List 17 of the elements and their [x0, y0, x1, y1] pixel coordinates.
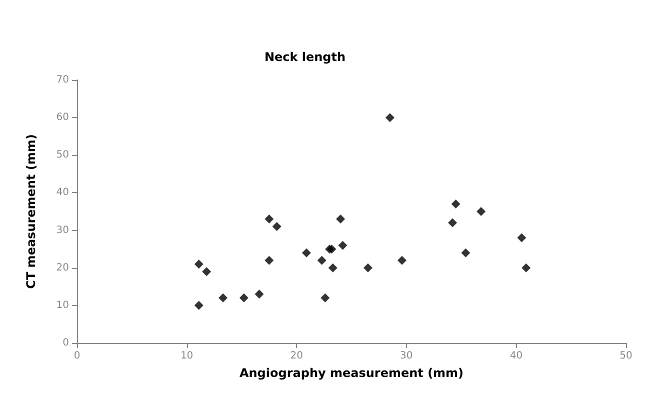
x-tick-label: 20 [290, 350, 303, 362]
y-tick-label: 30 [56, 224, 69, 236]
x-tick-label: 30 [400, 350, 413, 362]
y-tick-label: 0 [62, 338, 69, 348]
x-tick-label: 40 [510, 350, 523, 362]
x-tick-label: 0 [74, 350, 80, 362]
y-tick-label: 20 [56, 262, 69, 274]
x-tick-label: 50 [620, 350, 632, 362]
y-tick-label: 40 [56, 187, 69, 198]
y-tick-label: 10 [56, 300, 69, 311]
y-tick-label: 70 [56, 74, 69, 86]
x-tick-label: 10 [180, 350, 194, 362]
y-axis-title: CT measurement (mm) [24, 134, 38, 289]
y-tick-label: 50 [56, 150, 69, 161]
y-tick-label: 60 [56, 112, 69, 124]
chart-title: Neck length [264, 50, 346, 64]
x-axis-title: Angiography measurement (mm) [239, 366, 464, 380]
